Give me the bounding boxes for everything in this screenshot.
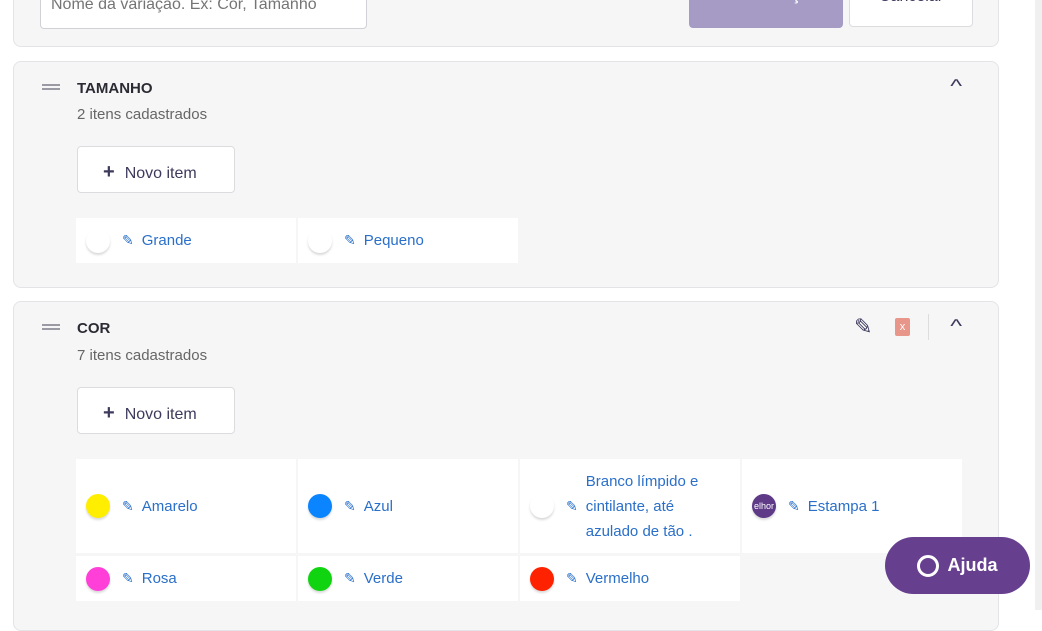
pencil-icon[interactable]: ✎ bbox=[788, 497, 800, 514]
list-item[interactable]: ✎ Azul bbox=[298, 459, 518, 553]
drag-handle-icon[interactable] bbox=[42, 324, 60, 330]
item-label[interactable]: Estampa 1 bbox=[807, 497, 880, 515]
item-count: 2 itens cadastrados bbox=[77, 106, 208, 123]
scrollbar[interactable] bbox=[1035, 0, 1042, 610]
color-swatch bbox=[86, 228, 110, 253]
item-label[interactable]: Vermelho bbox=[585, 570, 650, 587]
list-item[interactable]: ✎ Amarelo bbox=[76, 459, 296, 553]
create-variation-button[interactable]: Criar variação bbox=[689, 0, 843, 28]
pencil-icon[interactable]: ✎ bbox=[344, 232, 356, 248]
item-label[interactable]: Azul bbox=[363, 497, 393, 515]
image-swatch: elhor bbox=[752, 494, 776, 518]
list-item[interactable]: ✎ Rosa bbox=[76, 556, 296, 601]
list-item[interactable]: ✎ Branco límpido e cintilante, até azulad… bbox=[520, 459, 740, 553]
trash-icon[interactable]: x bbox=[895, 318, 910, 336]
color-swatch bbox=[530, 494, 554, 518]
color-swatch bbox=[530, 566, 554, 591]
color-swatch bbox=[308, 228, 332, 253]
pencil-icon[interactable]: ✎ bbox=[344, 570, 356, 586]
create-variation-card: Criar variação Cancelar bbox=[13, 0, 999, 47]
pencil-icon[interactable]: ✎ bbox=[566, 570, 578, 586]
color-swatch bbox=[86, 494, 110, 518]
variation-card-cor: COR 7 itens cadastrados ✎ x ^ + Novo item… bbox=[13, 301, 999, 631]
new-item-button[interactable]: + Novo item bbox=[77, 387, 235, 434]
help-button[interactable]: Ajuda bbox=[885, 537, 1030, 594]
chevron-up-icon[interactable]: ^ bbox=[950, 316, 963, 336]
new-item-label: Novo item bbox=[124, 406, 197, 423]
plus-icon: + bbox=[103, 402, 115, 424]
item-label[interactable]: Rosa bbox=[141, 570, 177, 587]
list-item[interactable]: ✎ Verde bbox=[298, 556, 518, 601]
pencil-icon[interactable]: ✎ bbox=[854, 314, 873, 339]
plus-icon: + bbox=[103, 161, 115, 183]
list-item[interactable]: elhor ✎ Estampa 1 bbox=[742, 459, 962, 553]
color-swatch bbox=[308, 494, 332, 518]
pencil-icon[interactable]: ✎ bbox=[566, 497, 578, 514]
variation-title: COR bbox=[77, 320, 111, 337]
cancel-button[interactable]: Cancelar bbox=[849, 0, 973, 27]
item-label[interactable]: Verde bbox=[363, 570, 403, 587]
chevron-up-icon[interactable]: ^ bbox=[950, 76, 963, 96]
item-label[interactable]: Branco límpido e cintilante, até azulado… bbox=[585, 472, 699, 540]
list-item[interactable]: ✎ Vermelho bbox=[520, 556, 740, 601]
item-label[interactable]: Amarelo bbox=[141, 497, 198, 515]
pencil-icon[interactable]: ✎ bbox=[122, 570, 134, 586]
list-item[interactable]: ✎ Grande bbox=[76, 218, 296, 263]
color-swatch bbox=[86, 566, 110, 591]
variation-card-tamanho: TAMANHO 2 itens cadastrados ^ + Novo item… bbox=[13, 61, 999, 288]
variation-title: TAMANHO bbox=[77, 80, 153, 97]
pencil-icon[interactable]: ✎ bbox=[344, 497, 356, 514]
item-label[interactable]: Grande bbox=[141, 232, 192, 249]
list-item[interactable]: ✎ Pequeno bbox=[298, 218, 518, 263]
item-count: 7 itens cadastrados bbox=[77, 347, 208, 364]
drag-handle-icon[interactable] bbox=[42, 84, 60, 90]
chat-bubble-icon bbox=[917, 554, 940, 577]
pencil-icon[interactable]: ✎ bbox=[122, 497, 134, 514]
help-label: Ajuda bbox=[947, 555, 998, 575]
item-label[interactable]: Pequeno bbox=[363, 232, 424, 249]
divider bbox=[928, 314, 929, 340]
variation-name-input[interactable] bbox=[40, 0, 367, 29]
new-item-label: Novo item bbox=[124, 165, 197, 182]
color-swatch bbox=[308, 566, 332, 591]
pencil-icon[interactable]: ✎ bbox=[122, 232, 134, 248]
new-item-button[interactable]: + Novo item bbox=[77, 146, 235, 193]
